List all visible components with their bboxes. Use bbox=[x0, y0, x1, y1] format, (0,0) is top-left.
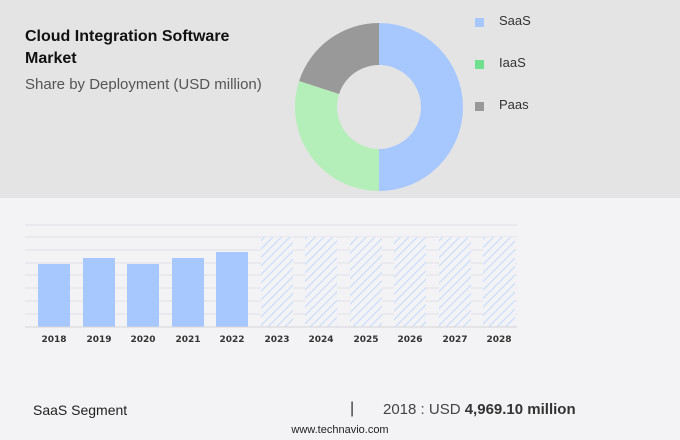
segment-value: 2018 : USD 4,969.10 million bbox=[383, 401, 576, 418]
x-tick-label: 2025 bbox=[353, 335, 378, 345]
legend-swatch-icon bbox=[475, 60, 484, 69]
bars-forecast bbox=[261, 237, 515, 327]
value-amount: 4,969.10 million bbox=[464, 401, 576, 418]
bar-2027 bbox=[439, 237, 471, 327]
x-tick-label: 2022 bbox=[219, 335, 244, 345]
x-tick-label: 2020 bbox=[130, 335, 155, 345]
bar-2023 bbox=[261, 237, 293, 327]
bar-chart: 2018 2019 2020 2021 2022 2023 2024 2025 … bbox=[25, 224, 517, 345]
legend-label: IaaS bbox=[499, 55, 526, 70]
bar-2022 bbox=[216, 252, 248, 327]
page-subtitle: Share by Deployment (USD million) bbox=[25, 76, 262, 93]
value-prefix: 2018 : USD bbox=[383, 401, 465, 418]
bar-2019 bbox=[83, 258, 115, 327]
x-tick-label: 2026 bbox=[397, 335, 422, 345]
x-tick-label: 2018 bbox=[41, 335, 66, 345]
x-axis-labels: 2018 2019 2020 2021 2022 2023 2024 2025 … bbox=[41, 335, 511, 345]
bar-2024 bbox=[305, 237, 337, 327]
bar-2026 bbox=[394, 237, 426, 327]
x-tick-label: 2023 bbox=[264, 335, 289, 345]
donut-slice-iaas bbox=[294, 81, 379, 192]
x-tick-label: 2027 bbox=[442, 335, 467, 345]
donut-slice-paas bbox=[299, 22, 379, 94]
legend-label: SaaS bbox=[499, 13, 531, 28]
x-tick-label: 2019 bbox=[86, 335, 111, 345]
donut-slice-saas bbox=[379, 23, 463, 191]
footer-separator: | bbox=[350, 400, 355, 417]
page-title: Cloud Integration Software Market bbox=[25, 28, 230, 67]
bars-actual bbox=[38, 252, 248, 327]
bar-2028 bbox=[483, 237, 515, 327]
x-tick-label: 2028 bbox=[486, 335, 511, 345]
bar-2018 bbox=[38, 264, 70, 327]
bar-2021 bbox=[172, 258, 204, 327]
bar-2020 bbox=[127, 264, 159, 327]
segment-label: SaaS Segment bbox=[33, 402, 128, 418]
x-tick-label: 2021 bbox=[175, 335, 200, 345]
legend-swatch-icon bbox=[475, 102, 484, 111]
x-tick-label: 2024 bbox=[308, 335, 333, 345]
legend-label: Paas bbox=[499, 97, 529, 112]
legend-swatch-icon bbox=[475, 18, 484, 27]
website-link[interactable]: www.technavio.com bbox=[291, 424, 389, 436]
bar-2025 bbox=[350, 237, 382, 327]
donut-chart bbox=[294, 22, 463, 192]
